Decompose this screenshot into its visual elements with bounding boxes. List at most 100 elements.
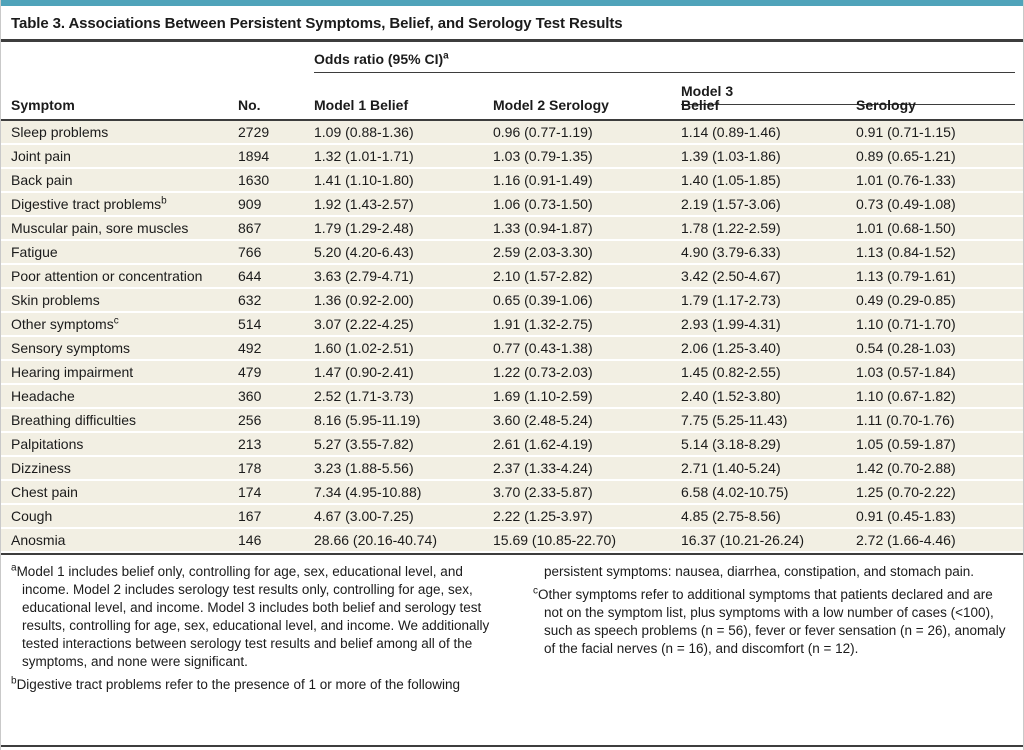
no-cell: 167 bbox=[238, 505, 314, 529]
model3-belief-cell: 1.45 (0.82-2.55) bbox=[681, 361, 856, 385]
no-cell: 2729 bbox=[238, 121, 314, 145]
model3-serology-cell: 1.25 (0.70-2.22) bbox=[856, 481, 1023, 505]
table-row: Fatigue 766 5.20 (4.20-6.43) 2.59 (2.03-3.3… bbox=[1, 241, 1023, 265]
model3-serology-cell: 0.91 (0.71-1.15) bbox=[856, 121, 1023, 145]
model3-belief-cell: 1.14 (0.89-1.46) bbox=[681, 121, 856, 145]
model1-belief-cell: 1.60 (1.02-2.51) bbox=[314, 337, 493, 361]
no-cell: 1894 bbox=[238, 145, 314, 169]
model3-serology-cell: 1.10 (0.71-1.70) bbox=[856, 313, 1023, 337]
model2-serology-cell: 1.91 (1.32-2.75) bbox=[493, 313, 681, 337]
title-rule bbox=[1, 39, 1023, 42]
no-cell: 360 bbox=[238, 385, 314, 409]
no-cell: 213 bbox=[238, 433, 314, 457]
symptom-cell: Headache bbox=[1, 385, 238, 409]
table-row: Chest pain 174 7.34 (4.95-10.88) 3.70 (2.33… bbox=[1, 481, 1023, 505]
no-cell: 146 bbox=[238, 529, 314, 553]
model3-serology-cell: 1.42 (0.70-2.88) bbox=[856, 457, 1023, 481]
model3-serology-cell: 1.13 (0.84-1.52) bbox=[856, 241, 1023, 265]
column-header-no: No. bbox=[238, 97, 261, 113]
table-row: Hearing impairment 479 1.47 (0.90-2.41) 1.2… bbox=[1, 361, 1023, 385]
table-row: Sleep problems 2729 1.09 (0.88-1.36) 0.96 (… bbox=[1, 121, 1023, 145]
model2-serology-cell: 0.77 (0.43-1.38) bbox=[493, 337, 681, 361]
model3-belief-cell: 2.93 (1.99-4.31) bbox=[681, 313, 856, 337]
model1-belief-cell: 28.66 (20.16-40.74) bbox=[314, 529, 493, 553]
no-cell: 514 bbox=[238, 313, 314, 337]
table-row: Digestive tract problemsb 909 1.92 (1.43-2… bbox=[1, 193, 1023, 217]
no-cell: 174 bbox=[238, 481, 314, 505]
body-bottom-rule bbox=[1, 553, 1023, 555]
column-header-symptom: Symptom bbox=[11, 97, 75, 113]
table-row: Sensory symptoms 492 1.60 (1.02-2.51) 0.77 … bbox=[1, 337, 1023, 361]
column-header-model3-serology: Serology bbox=[856, 97, 916, 113]
model3-belief-cell: 6.58 (4.02-10.75) bbox=[681, 481, 856, 505]
model3-belief-cell: 5.14 (3.18-8.29) bbox=[681, 433, 856, 457]
model3-belief-cell: 16.37 (10.21-26.24) bbox=[681, 529, 856, 553]
model3-serology-cell: 1.10 (0.67-1.82) bbox=[856, 385, 1023, 409]
group-header-model3: Model 3 bbox=[681, 83, 1015, 105]
symptom-cell: Other symptomsc bbox=[1, 313, 238, 337]
symptom-cell: Palpitations bbox=[1, 433, 238, 457]
footnote-column-left: aModel 1 includes belief only, controlli… bbox=[11, 563, 503, 706]
table-row: Muscular pain, sore muscles 867 1.79 (1.29… bbox=[1, 217, 1023, 241]
symptom-cell: Digestive tract problemsb bbox=[1, 193, 238, 217]
model1-belief-cell: 3.07 (2.22-4.25) bbox=[314, 313, 493, 337]
model1-belief-cell: 1.32 (1.01-1.71) bbox=[314, 145, 493, 169]
model1-belief-cell: 3.63 (2.79-4.71) bbox=[314, 265, 493, 289]
symptom-cell: Hearing impairment bbox=[1, 361, 238, 385]
model2-serology-cell: 1.03 (0.79-1.35) bbox=[493, 145, 681, 169]
column-header-model1-belief: Model 1 Belief bbox=[314, 97, 409, 113]
table-row: Back pain 1630 1.41 (1.10-1.80) 1.16 (0.91-… bbox=[1, 169, 1023, 193]
model3-serology-cell: 0.49 (0.29-0.85) bbox=[856, 289, 1023, 313]
symptom-cell: Back pain bbox=[1, 169, 238, 193]
table-row: Breathing difficulties 256 8.16 (5.95-11.1… bbox=[1, 409, 1023, 433]
symptom-cell: Chest pain bbox=[1, 481, 238, 505]
model1-belief-cell: 1.41 (1.10-1.80) bbox=[314, 169, 493, 193]
footnote-a: aModel 1 includes belief only, controlli… bbox=[11, 562, 490, 670]
model3-belief-cell: 2.40 (1.52-3.80) bbox=[681, 385, 856, 409]
model1-belief-cell: 1.47 (0.90-2.41) bbox=[314, 361, 493, 385]
footnote-b: bDigestive tract problems refer to the p… bbox=[11, 675, 461, 693]
model2-serology-cell: 1.22 (0.73-2.03) bbox=[493, 361, 681, 385]
symptom-cell: Muscular pain, sore muscles bbox=[1, 217, 238, 241]
model2-serology-cell: 3.60 (2.48-5.24) bbox=[493, 409, 681, 433]
symptom-cell: Fatigue bbox=[1, 241, 238, 265]
no-cell: 1630 bbox=[238, 169, 314, 193]
model3-serology-cell: 1.11 (0.70-1.76) bbox=[856, 409, 1023, 433]
model1-belief-cell: 1.79 (1.29-2.48) bbox=[314, 217, 493, 241]
model3-serology-cell: 2.72 (1.66-4.46) bbox=[856, 529, 1023, 553]
model2-serology-cell: 1.33 (0.94-1.87) bbox=[493, 217, 681, 241]
model3-serology-cell: 0.89 (0.65-1.21) bbox=[856, 145, 1023, 169]
footnote-b-continuation: persistent symptoms: nausea, diarrhea, c… bbox=[544, 564, 974, 579]
model3-serology-cell: 1.01 (0.68-1.50) bbox=[856, 217, 1023, 241]
model2-serology-cell: 1.69 (1.10-2.59) bbox=[493, 385, 681, 409]
table-row: Headache 360 2.52 (1.71-3.73) 1.69 (1.10-2.… bbox=[1, 385, 1023, 409]
no-cell: 256 bbox=[238, 409, 314, 433]
model3-serology-cell: 0.54 (0.28-1.03) bbox=[856, 337, 1023, 361]
table-body: Sleep problems 2729 1.09 (0.88-1.36) 0.96 (… bbox=[1, 121, 1023, 553]
footnote-c: cOther symptoms refer to additional symp… bbox=[533, 585, 1006, 657]
footnote-column-right: persistent symptoms: nausea, diarrhea, c… bbox=[533, 563, 1013, 706]
symptom-cell: Dizziness bbox=[1, 457, 238, 481]
model1-belief-cell: 8.16 (5.95-11.19) bbox=[314, 409, 493, 433]
model2-serology-cell: 0.65 (0.39-1.06) bbox=[493, 289, 681, 313]
symptom-cell: Sleep problems bbox=[1, 121, 238, 145]
table-row: Poor attention or concentration 644 3.63 (… bbox=[1, 265, 1023, 289]
table-row: Dizziness 178 3.23 (1.88-5.56) 2.37 (1.33-4… bbox=[1, 457, 1023, 481]
figure-bottom-rule bbox=[1, 745, 1023, 747]
table-title: Table 3. Associations Between Persistent… bbox=[11, 15, 623, 32]
symptom-cell: Breathing difficulties bbox=[1, 409, 238, 433]
no-cell: 178 bbox=[238, 457, 314, 481]
model2-serology-cell: 2.22 (1.25-3.97) bbox=[493, 505, 681, 529]
model3-belief-cell: 1.40 (1.05-1.85) bbox=[681, 169, 856, 193]
model1-belief-cell: 5.27 (3.55-7.82) bbox=[314, 433, 493, 457]
model3-serology-cell: 0.73 (0.49-1.08) bbox=[856, 193, 1023, 217]
symptom-cell: Poor attention or concentration bbox=[1, 265, 238, 289]
model2-serology-cell: 2.61 (1.62-4.19) bbox=[493, 433, 681, 457]
model2-serology-cell: 1.06 (0.73-1.50) bbox=[493, 193, 681, 217]
no-cell: 492 bbox=[238, 337, 314, 361]
model3-belief-cell: 2.71 (1.40-5.24) bbox=[681, 457, 856, 481]
model1-belief-cell: 1.09 (0.88-1.36) bbox=[314, 121, 493, 145]
model2-serology-cell: 15.69 (10.85-22.70) bbox=[493, 529, 681, 553]
table-row: Anosmia 146 28.66 (20.16-40.74) 15.69 (10.8… bbox=[1, 529, 1023, 553]
model2-serology-cell: 0.96 (0.77-1.19) bbox=[493, 121, 681, 145]
